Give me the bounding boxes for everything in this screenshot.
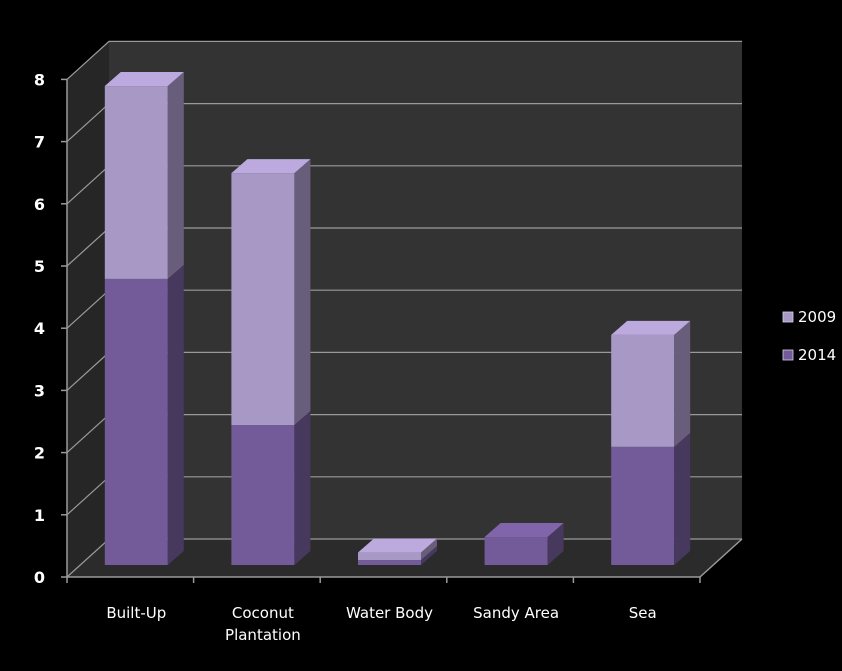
y-tick-label: 7 [34,133,45,152]
legend-label: 2014 [798,346,836,364]
gridline [66,40,742,80]
x-tick-label-line: Coconut [232,604,294,622]
bar-front [104,86,168,279]
bar-side [421,546,437,565]
bar-front [611,446,675,565]
x-tick-labels: Built-Up Coconut Plantation Water Body Sandy… [106,604,656,644]
bar-sea-2009 [611,320,691,447]
bar-side [547,523,564,565]
bar-front [104,278,168,565]
bar-built-up-2014 [104,264,184,565]
x-tick-label-water-body: Water Body [346,604,433,622]
x-tick-label-sandy-area: Sandy Area [473,604,559,622]
bar-top [104,72,184,87]
bar-top [484,523,564,538]
bar-side [674,320,691,447]
x-tick-label-line: Plantation [225,626,301,644]
bar-front [231,173,295,426]
legend-item-2014: 2014 [782,346,836,364]
bar-top [611,320,691,335]
bar-water-body-2014 [358,546,437,565]
legend-swatch [782,349,794,361]
x-tick-label-built-up: Built-Up [106,604,166,622]
bar-front [611,334,675,447]
bar-front [358,560,421,565]
y-tick-label: 0 [34,568,45,587]
axes [61,78,743,583]
bars [104,72,691,565]
x-tick-label-line: Sandy Area [473,604,559,622]
bar-side [421,538,437,561]
bar-side [167,264,184,565]
bar-front [484,537,548,565]
bar-top [358,538,437,553]
x-tick-label-line: Built-Up [106,604,166,622]
x-tick-label-coconut-plantation: Coconut Plantation [225,604,301,644]
x-tick-label-line: Water Body [346,604,433,622]
legend-label: 2009 [798,308,836,326]
bar-front [231,425,295,565]
bar-sandy-area-2014 [484,523,564,565]
y-tick-label: 3 [34,381,45,400]
bar-front [358,552,421,561]
bar-side [674,432,691,565]
x-tick-label-line: Sea [629,604,657,622]
bar-coconut-plantation-2009 [231,159,311,426]
x-tick-label-sea: Sea [629,604,657,622]
legend-item-2009: 2009 [782,308,836,326]
bar-side [167,72,184,279]
y-tick-labels: 0 1 2 3 4 5 6 7 8 [34,70,45,587]
legend-swatch [782,311,794,323]
legend: 2009 2014 [782,308,836,364]
bar-water-body-2009 [358,538,437,561]
y-tick-label: 8 [34,70,45,89]
bar-sea-2014 [611,432,691,565]
y-tick-label: 2 [34,444,45,463]
y-tick-label: 5 [34,257,45,276]
bar-coconut-plantation-2014 [231,411,311,565]
bar-side [294,159,311,426]
bar-built-up-2009 [104,72,184,279]
x-axis-depth [699,538,743,578]
y-tick-label: 1 [34,506,45,525]
bar-top [231,159,311,174]
y-tick-label: 6 [34,195,45,214]
bar-side [294,411,311,565]
y-tick-label: 4 [34,319,45,338]
